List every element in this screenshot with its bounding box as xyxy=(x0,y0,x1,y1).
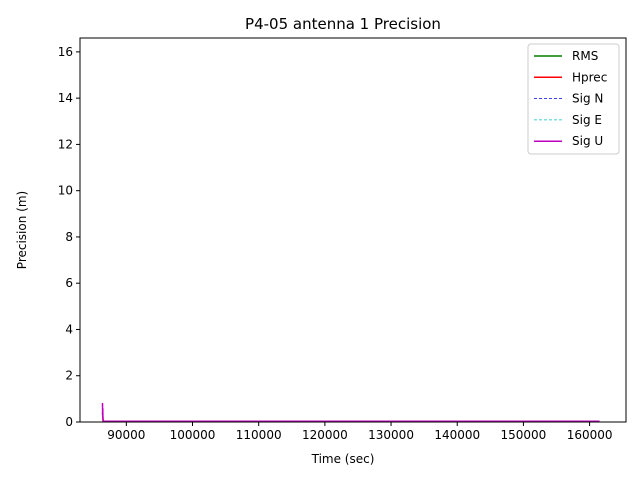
x-tick-label: 90000 xyxy=(107,428,145,442)
chart-title: P4-05 antenna 1 Precision xyxy=(245,15,441,33)
x-tick-label: 110000 xyxy=(236,428,282,442)
x-tick-label: 130000 xyxy=(368,428,414,442)
y-tick-label: 0 xyxy=(65,415,73,429)
y-tick-label: 16 xyxy=(58,45,73,59)
series-line-hprec xyxy=(101,412,600,423)
y-tick-label: 12 xyxy=(58,137,73,151)
x-tick-label: 160000 xyxy=(567,428,613,442)
legend: RMS Hprec Sig N Sig E Sig U xyxy=(527,43,620,155)
y-axis-label: Precision (m) xyxy=(15,191,29,269)
x-axis-label: Time (sec) xyxy=(311,452,375,466)
x-tick-label: 150000 xyxy=(501,428,547,442)
legend-label: Sig E xyxy=(572,113,602,127)
y-tick-label: 6 xyxy=(65,276,73,290)
legend-label: Sig N xyxy=(572,92,603,106)
x-axis-ticks: 90000 100000 110000 120000 130000 140000 15000… xyxy=(107,422,613,442)
x-tick-label: 120000 xyxy=(302,428,348,442)
legend-frame xyxy=(527,43,620,155)
plot-lines xyxy=(101,403,600,423)
x-tick-label: 140000 xyxy=(434,428,480,442)
y-tick-label: 4 xyxy=(65,322,73,336)
legend-label: RMS xyxy=(572,49,598,63)
y-tick-label: 2 xyxy=(65,369,73,383)
x-tick-label: 100000 xyxy=(170,428,216,442)
plot-area-frame xyxy=(79,37,627,423)
legend-label: Hprec xyxy=(572,70,607,84)
series-line-sig-u xyxy=(101,403,600,423)
y-axis-ticks: 0 2 4 6 8 10 12 14 16 xyxy=(58,45,80,429)
y-tick-label: 8 xyxy=(65,230,73,244)
legend-label: Sig U xyxy=(572,134,603,148)
y-tick-label: 14 xyxy=(58,91,73,105)
y-tick-label: 10 xyxy=(58,184,73,198)
